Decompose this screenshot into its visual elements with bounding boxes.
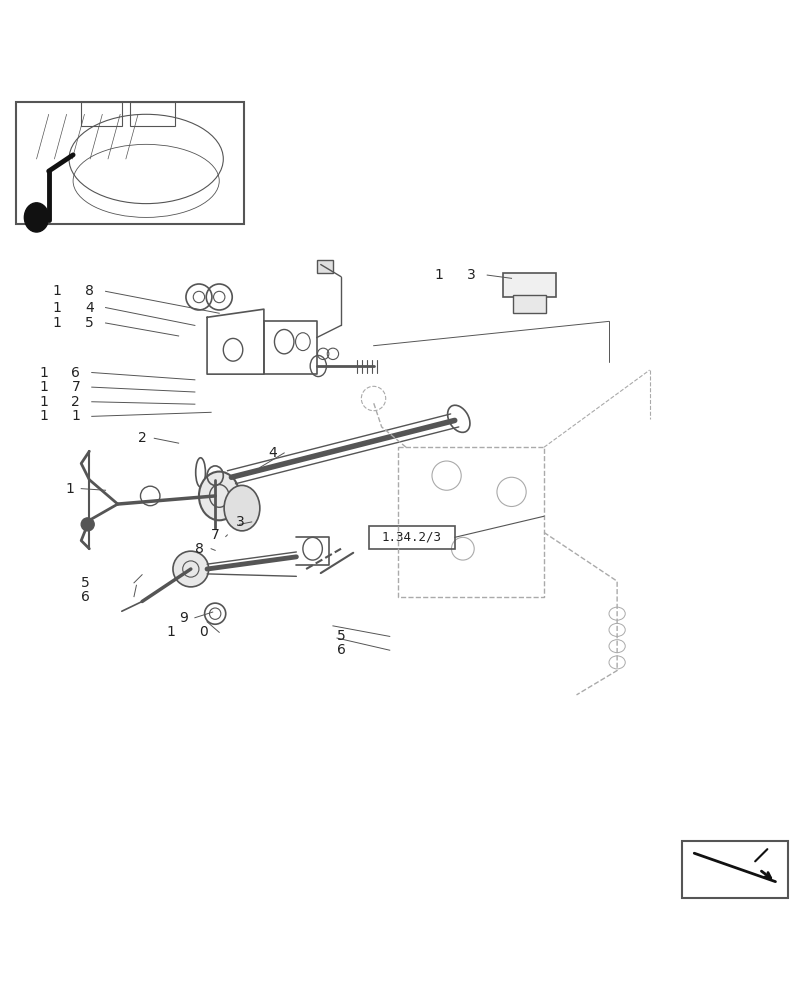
- Text: 1.34.2/3: 1.34.2/3: [381, 531, 441, 544]
- Text: 1: 1: [53, 284, 62, 298]
- Text: 1: 1: [39, 395, 48, 409]
- Text: 3: 3: [466, 268, 475, 282]
- Bar: [681, 841, 787, 898]
- Text: 1: 1: [65, 482, 74, 496]
- Ellipse shape: [199, 472, 239, 520]
- Text: 8: 8: [195, 542, 204, 556]
- Text: 1: 1: [39, 366, 48, 380]
- Text: 4: 4: [85, 301, 94, 315]
- Text: 9: 9: [178, 611, 187, 625]
- Text: 5: 5: [85, 316, 94, 330]
- Text: 1: 1: [434, 268, 443, 282]
- Text: 5: 5: [337, 629, 345, 643]
- Text: 0: 0: [199, 625, 208, 639]
- Bar: [16, 102, 243, 224]
- Text: 6: 6: [81, 590, 90, 604]
- Text: 8: 8: [85, 284, 94, 298]
- Bar: [513, 295, 545, 313]
- Bar: [369, 526, 454, 549]
- Text: 1: 1: [39, 409, 48, 423]
- Text: 7: 7: [71, 380, 80, 394]
- Bar: [81, 102, 122, 126]
- Ellipse shape: [24, 203, 49, 232]
- Text: 4: 4: [268, 446, 277, 460]
- Text: 2: 2: [71, 395, 80, 409]
- Text: 1: 1: [39, 380, 48, 394]
- Text: 2: 2: [138, 431, 147, 445]
- Ellipse shape: [173, 551, 208, 587]
- Bar: [316, 260, 333, 273]
- Ellipse shape: [224, 485, 260, 531]
- Text: 1: 1: [53, 301, 62, 315]
- Text: 1: 1: [53, 316, 62, 330]
- Text: 7: 7: [211, 528, 220, 542]
- Text: 3: 3: [235, 515, 244, 529]
- Text: 6: 6: [337, 643, 345, 657]
- Bar: [503, 273, 556, 297]
- Text: 6: 6: [71, 366, 80, 380]
- Text: 1: 1: [71, 409, 80, 423]
- Text: 1: 1: [166, 625, 175, 639]
- Text: 5: 5: [81, 576, 90, 590]
- Ellipse shape: [81, 518, 94, 531]
- Bar: [130, 102, 174, 126]
